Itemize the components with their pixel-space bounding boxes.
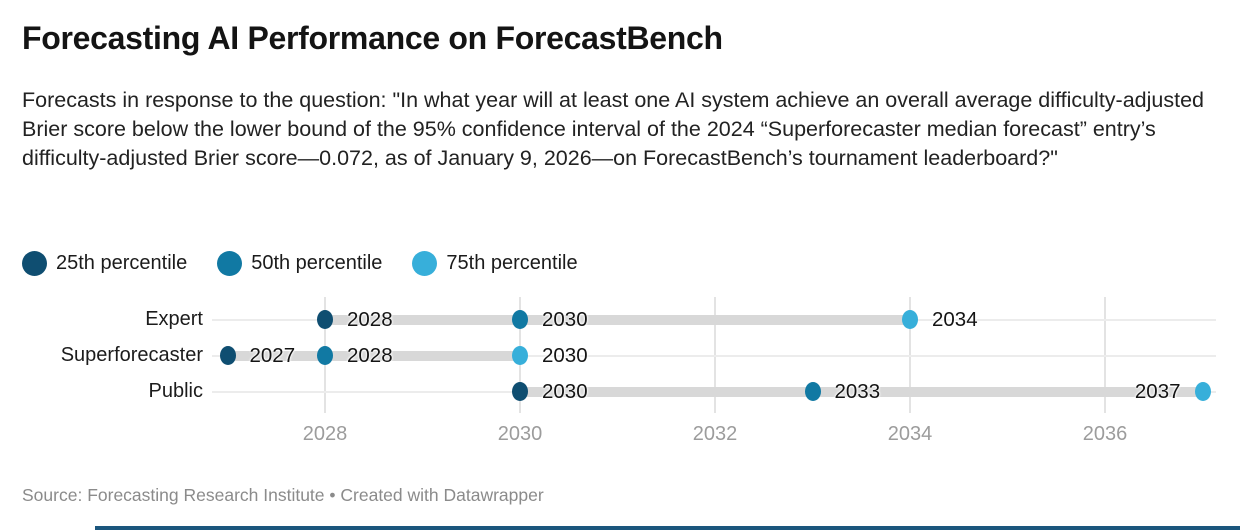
- row-label-public: Public: [148, 380, 203, 402]
- superforecaster-p75-value: 2030: [542, 344, 588, 367]
- public-p50-dot[interactable]: [804, 382, 821, 401]
- source-prefix: Source:: [22, 485, 88, 505]
- x-tick-2036: 2036: [1082, 423, 1128, 445]
- expert-p50-value: 2030: [542, 308, 588, 331]
- public-p25-dot[interactable]: [512, 382, 528, 401]
- chart-title: Forecasting AI Performance on ForecastBe…: [22, 20, 723, 56]
- expert-p25-dot[interactable]: [317, 310, 333, 329]
- superforecaster-p25-dot[interactable]: [219, 346, 236, 365]
- legend: 25th percentile 50th percentile 75th perce…: [22, 249, 578, 277]
- range-band-superforecaster: [227, 351, 520, 361]
- public-p25-value: 2030: [542, 380, 588, 403]
- expert-p25-value: 2028: [347, 308, 393, 331]
- row-label-expert: Expert: [145, 308, 203, 330]
- datawrapper-link[interactable]: Datawrapper: [443, 485, 544, 505]
- range-band-expert: [325, 315, 910, 325]
- superforecaster-p75-dot[interactable]: [512, 346, 528, 365]
- range-band-public: [520, 387, 1203, 397]
- public-p75-dot[interactable]: [1194, 382, 1211, 401]
- legend-item-25th-percentile: 25th percentile: [22, 250, 188, 276]
- expert-p75-dot[interactable]: [902, 310, 918, 329]
- bottom-accent-bar: [95, 526, 1240, 530]
- row-label-superforecaster: Superforecaster: [60, 344, 203, 366]
- expert-p50-dot[interactable]: [512, 310, 528, 329]
- credit-prefix: Created with: [340, 485, 444, 505]
- x-tick-2028: 2028: [302, 423, 348, 445]
- public-p75-value: 2037: [1134, 380, 1181, 403]
- legend-label-25th-percentile: 25th percentile: [56, 251, 188, 274]
- legend-dot-50th-percentile: [217, 250, 243, 276]
- legend-label-75th-percentile: 75th percentile: [446, 251, 578, 274]
- legend-dot-75th-percentile: [412, 250, 438, 276]
- x-tick-2030: 2030: [497, 423, 543, 445]
- superforecaster-p50-value: 2028: [347, 344, 393, 367]
- source-line: Source: Forecasting Research Institute •…: [22, 485, 544, 506]
- row-line-superforecaster: [212, 355, 1216, 357]
- source-link[interactable]: Forecasting Research Institute: [87, 485, 325, 505]
- superforecaster-p50-dot[interactable]: [317, 346, 333, 365]
- x-tick-2032: 2032: [692, 423, 738, 445]
- x-tick-2034: 2034: [887, 423, 933, 445]
- superforecaster-p25-value: 2027: [249, 344, 296, 367]
- dot-range-plot: 2028 2030 2032 2034 2036 Expert 2028 2030 2034 Su…: [0, 293, 1240, 461]
- public-p50-value: 2033: [834, 380, 881, 403]
- legend-item-50th-percentile: 50th percentile: [217, 250, 383, 276]
- expert-p75-value: 2034: [932, 308, 978, 331]
- chart-subtitle: Forecasts in response to the question: "…: [22, 88, 1205, 170]
- legend-item-75th-percentile: 75th percentile: [412, 250, 578, 276]
- legend-dot-25th-percentile: [22, 250, 47, 276]
- footer-separator: •: [324, 485, 341, 505]
- legend-label-50th-percentile: 50th percentile: [251, 251, 383, 274]
